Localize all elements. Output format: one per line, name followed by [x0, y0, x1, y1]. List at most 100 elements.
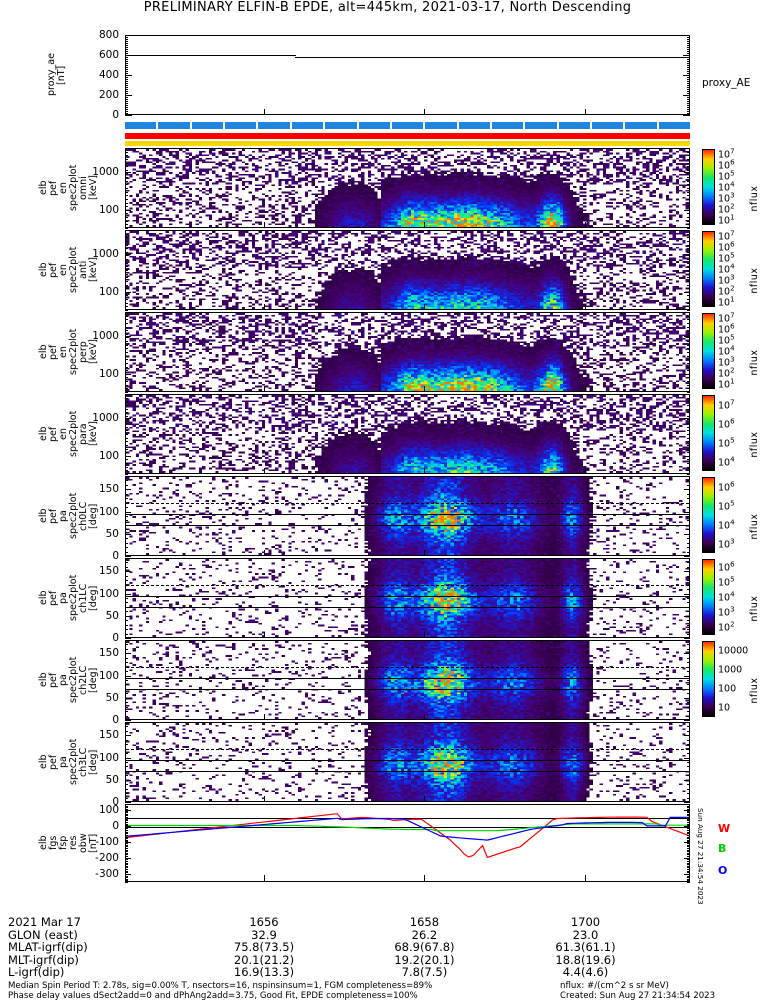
- minor-tick: [125, 302, 128, 304]
- coverage-segment: [625, 122, 657, 129]
- tick: [684, 336, 690, 337]
- minor-tick: [687, 834, 690, 836]
- minor-tick: [125, 533, 128, 535]
- colorbar-tick: 106: [718, 479, 735, 494]
- minor-tick: [687, 562, 690, 564]
- minor-tick: [687, 306, 690, 308]
- minor-tick: [687, 437, 690, 439]
- x-axis-row-label: GLON (east): [8, 927, 78, 942]
- minor-tick: [125, 366, 128, 368]
- minor-tick: [687, 166, 690, 168]
- tick: [125, 35, 132, 36]
- minor-tick: [125, 312, 128, 313]
- minor-tick: [687, 697, 690, 699]
- minor-tick: [687, 291, 690, 293]
- minor-tick: [125, 476, 128, 477]
- minor-tick: [687, 444, 690, 446]
- minor-tick: [687, 434, 690, 435]
- minor-tick: [687, 49, 690, 50]
- minor-tick: [125, 463, 128, 465]
- tick: [684, 418, 690, 419]
- colorbar-tick: 106: [718, 322, 735, 336]
- minor-tick: [125, 675, 128, 677]
- panel-en-omni: [125, 148, 690, 228]
- minor-tick: [687, 105, 690, 106]
- minor-tick: [687, 766, 690, 768]
- minor-tick: [687, 53, 690, 54]
- coverage-segment: [358, 122, 390, 129]
- minor-tick: [687, 575, 690, 577]
- minor-tick: [125, 839, 128, 841]
- coverage-bar-red: [125, 133, 690, 139]
- ytick-fgm: 0: [112, 820, 119, 833]
- minor-tick: [687, 415, 690, 417]
- minor-tick: [125, 770, 128, 772]
- minor-tick: [125, 115, 128, 116]
- minor-tick: [687, 847, 690, 849]
- minor-tick: [687, 273, 690, 275]
- minor-tick: [687, 810, 690, 812]
- minor-tick: [125, 61, 128, 62]
- minor-tick: [687, 315, 690, 317]
- minor-tick: [687, 455, 690, 457]
- fgm-legend-b: B: [718, 842, 727, 855]
- minor-tick: [125, 237, 128, 239]
- panel-en-perp: [125, 312, 690, 392]
- ytick-fgm: -200: [95, 852, 119, 865]
- minor-tick: [687, 770, 690, 772]
- minor-tick: [687, 620, 690, 622]
- minor-tick: [125, 830, 128, 831]
- minor-tick: [125, 184, 128, 186]
- minor-tick: [125, 43, 128, 44]
- tick: [684, 254, 690, 255]
- minor-tick: [125, 384, 128, 386]
- minor-tick: [687, 81, 690, 82]
- minor-tick: [687, 722, 690, 723]
- colorbar-label: nflux: [749, 185, 760, 212]
- colorbar-en-anti: [702, 231, 715, 307]
- ytick-pa-ch1lc: 150: [98, 565, 119, 578]
- x-axis-value: 1658: [409, 915, 440, 929]
- ytick-en-anti: 100: [98, 286, 119, 298]
- minor-tick: [125, 859, 128, 861]
- minor-tick: [687, 224, 690, 226]
- minor-tick: [687, 322, 690, 324]
- minor-tick: [125, 857, 128, 859]
- minor-tick: [125, 511, 128, 513]
- minor-tick: [687, 377, 690, 379]
- minor-tick: [687, 107, 690, 108]
- minor-tick: [687, 255, 690, 257]
- minor-tick: [687, 851, 690, 853]
- panel-en-para: [125, 394, 690, 474]
- minor-tick: [687, 830, 690, 831]
- minor-tick: [125, 516, 128, 517]
- tick: [125, 254, 131, 255]
- tick: [263, 550, 265, 556]
- minor-tick: [687, 220, 690, 222]
- minor-tick: [125, 291, 128, 293]
- colorbar-tick: 102: [718, 202, 735, 216]
- minor-tick: [125, 598, 128, 599]
- minor-tick: [125, 852, 128, 854]
- minor-tick: [687, 180, 690, 182]
- ytick-fgm: 100: [98, 804, 119, 817]
- minor-tick: [687, 151, 690, 153]
- minor-tick: [125, 373, 128, 375]
- tick: [683, 95, 690, 96]
- minor-tick: [125, 542, 128, 544]
- minor-tick: [687, 580, 690, 582]
- minor-tick: [125, 812, 128, 814]
- minor-tick: [687, 77, 690, 78]
- minor-tick: [125, 255, 128, 257]
- minor-tick: [125, 538, 128, 540]
- minor-tick: [687, 284, 690, 286]
- minor-tick: [687, 702, 690, 704]
- minor-tick: [687, 872, 690, 874]
- colorbar-label: nflux: [749, 267, 760, 294]
- ytick-pa-ch0lc: 100: [98, 505, 119, 518]
- minor-tick: [687, 288, 690, 290]
- tick: [125, 511, 131, 513]
- tick: [585, 304, 587, 310]
- colorbar-tick: 107: [718, 311, 735, 325]
- x-axis-value: 75.8(73.5): [233, 940, 295, 955]
